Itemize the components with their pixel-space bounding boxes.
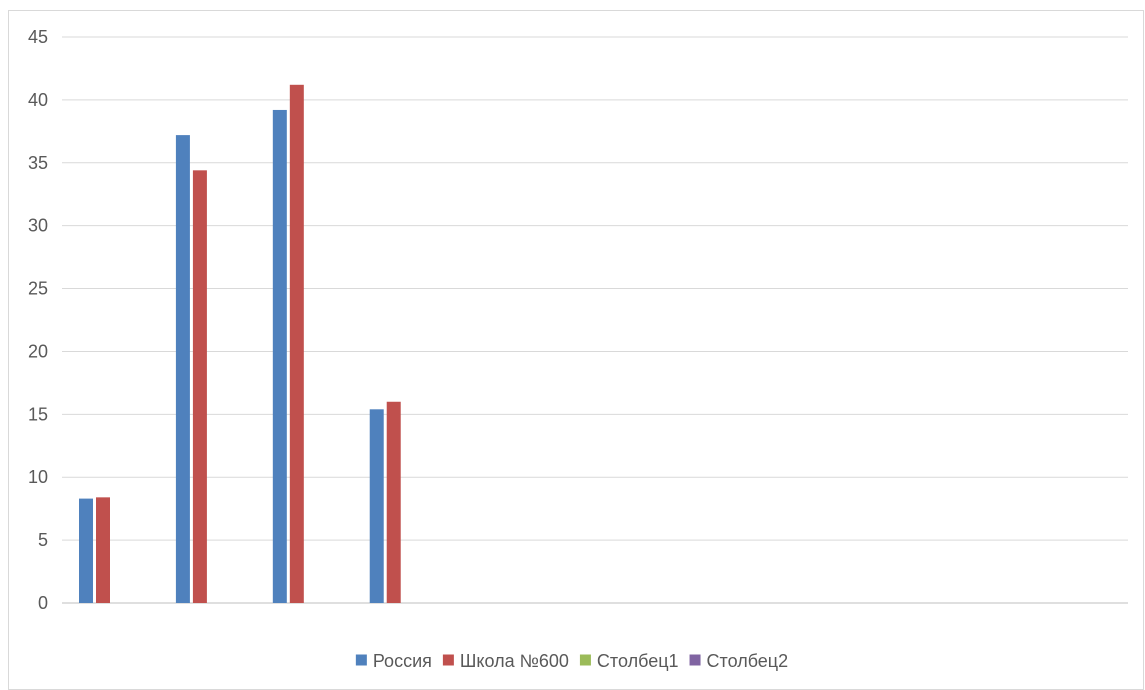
bars <box>79 84 401 604</box>
bar-russia <box>272 109 287 603</box>
y-tick-label: 15 <box>28 404 48 424</box>
y-tick-label: 5 <box>38 530 48 550</box>
legend-label: Школа №600 <box>460 651 569 671</box>
y-tick-label: 25 <box>28 279 48 299</box>
bar-school-600 <box>289 84 304 604</box>
bar-school-600 <box>96 497 110 603</box>
legend: Россия Школа №600 Столбец1 Столбец2 <box>355 651 789 671</box>
y-tick-label: 0 <box>38 593 48 613</box>
y-tick-label: 40 <box>28 90 48 110</box>
bar-school-600 <box>192 170 207 603</box>
y-tick-label: 35 <box>28 153 48 173</box>
bar-school-600 <box>386 401 401 603</box>
bar-russia <box>79 498 93 603</box>
legend-label: Столбец1 <box>597 651 679 671</box>
legend-swatch <box>689 654 701 666</box>
y-tick-label: 45 <box>28 27 48 47</box>
y-tick-label: 30 <box>28 216 48 236</box>
legend-swatch <box>355 654 367 666</box>
gridlines <box>62 36 1128 604</box>
y-tick-label: 10 <box>28 467 48 487</box>
legend-swatch <box>579 654 591 666</box>
bar-russia <box>369 409 384 603</box>
y-tick-label: 20 <box>28 341 48 361</box>
y-axis-ticks: 0 5 10 15 20 25 30 35 40 45 <box>28 27 48 613</box>
legend-swatch <box>442 654 454 666</box>
bar-russia <box>175 135 190 603</box>
legend-label: Столбец2 <box>707 651 789 671</box>
legend-label: Россия <box>373 651 432 671</box>
bar-chart: 0 5 10 15 20 25 30 35 40 45 Россия Школа №600 Столбе… <box>28 27 1128 671</box>
